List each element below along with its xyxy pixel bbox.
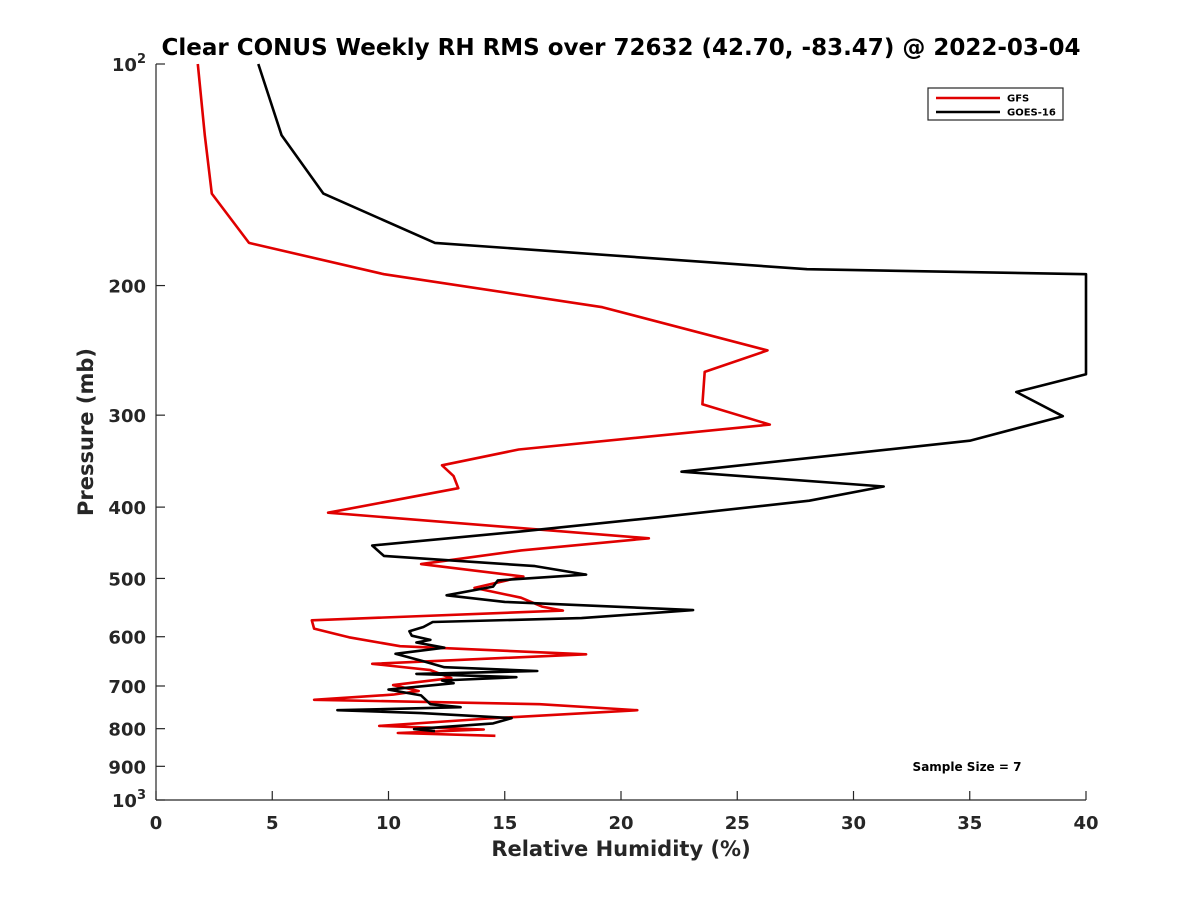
y-tick-label: 800 bbox=[108, 720, 146, 741]
sample-size-annotation: Sample Size = 7 bbox=[913, 760, 1022, 774]
legend-box bbox=[927, 87, 1064, 121]
x-axis-label: Relative Humidity (%) bbox=[491, 837, 750, 861]
x-tick-label: 15 bbox=[492, 813, 517, 834]
x-tick-label: 20 bbox=[608, 813, 633, 834]
legend-label: GOES-16 bbox=[1007, 108, 1056, 119]
y-tick-label: 900 bbox=[108, 757, 146, 778]
y-tick-label: 700 bbox=[108, 677, 146, 698]
y-tick-label: 400 bbox=[108, 498, 146, 519]
series-line-gfs bbox=[196, 63, 772, 738]
y-tick-label: 200 bbox=[108, 277, 146, 298]
x-tick-label: 10 bbox=[376, 813, 401, 834]
chart-title: Clear CONUS Weekly RH RMS over 72632 (42… bbox=[162, 35, 1081, 61]
legend-label: GFS bbox=[1007, 94, 1029, 105]
x-tick-label: 40 bbox=[1073, 813, 1098, 834]
x-tick-label: 35 bbox=[957, 813, 982, 834]
legend: GFS GOES-16 bbox=[927, 87, 1064, 121]
y-tick-label: 300 bbox=[108, 406, 146, 427]
plot-area: 0 5 10 15 20 25 30 35 40 102 200 300 400 500 600 700 800… bbox=[108, 52, 1098, 834]
x-tick-label: 30 bbox=[841, 813, 866, 834]
x-tick-label: 5 bbox=[266, 813, 279, 834]
y-tick-label: 500 bbox=[108, 569, 146, 590]
y-tick-label: 600 bbox=[108, 628, 146, 649]
y-axis-label: Pressure (mb) bbox=[74, 348, 98, 516]
series-line-goes-16 bbox=[257, 63, 1088, 733]
y-tick-label: 103 bbox=[112, 788, 146, 812]
x-tick-label: 25 bbox=[725, 813, 750, 834]
y-tick-label: 102 bbox=[112, 52, 146, 76]
x-tick-label: 0 bbox=[150, 813, 163, 834]
